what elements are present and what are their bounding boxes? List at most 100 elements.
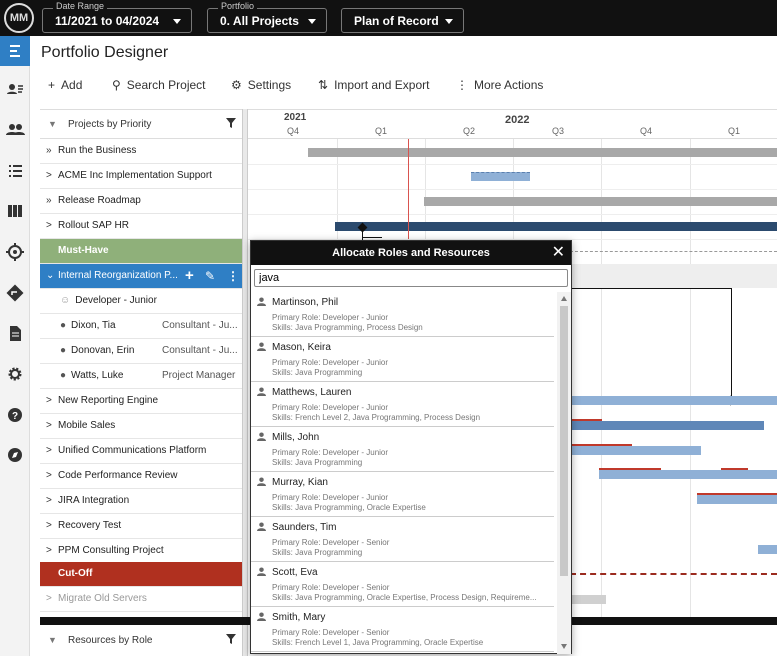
- expand-icon[interactable]: >: [46, 495, 52, 506]
- expand-icon[interactable]: >: [46, 220, 52, 231]
- expand-icon[interactable]: >: [46, 170, 52, 181]
- gear-icon[interactable]: [0, 359, 30, 389]
- person-list-item[interactable]: Martinson, Phil Primary Role: Developer …: [251, 292, 554, 337]
- gantt-bar[interactable]: [599, 470, 777, 479]
- target-icon[interactable]: [0, 237, 30, 267]
- portfolio-caption: Portfolio: [218, 1, 258, 11]
- filter-icon[interactable]: [225, 117, 237, 129]
- gantt-bar[interactable]: [758, 545, 777, 554]
- expand-icon[interactable]: >: [46, 445, 52, 456]
- add-resource-icon[interactable]: +: [185, 267, 194, 284]
- expand-icon[interactable]: >: [46, 520, 52, 531]
- row-divider: [248, 239, 777, 240]
- list-icon[interactable]: [0, 36, 30, 66]
- project-row[interactable]: > New Reporting Engine: [40, 389, 242, 414]
- person-icon: ●: [60, 370, 67, 381]
- directions-icon[interactable]: [0, 278, 30, 308]
- people-list: Martinson, Phil Primary Role: Developer …: [251, 292, 557, 654]
- settings-button[interactable]: ⚙ Settings: [231, 78, 292, 92]
- collapse-icon[interactable]: ▼: [48, 119, 57, 129]
- expand-icon[interactable]: »: [46, 195, 52, 206]
- gantt-bar[interactable]: [424, 197, 777, 206]
- project-row[interactable]: > Rollout SAP HR: [40, 214, 242, 239]
- people-icon[interactable]: [0, 115, 30, 145]
- compass-icon[interactable]: [0, 440, 30, 470]
- chevron-down-icon[interactable]: ⌄: [46, 270, 55, 281]
- quarter-gridline: [601, 139, 602, 617]
- list-scrollbar[interactable]: [557, 292, 571, 654]
- project-row[interactable]: » Run the Business: [40, 139, 242, 164]
- gantt-bar[interactable]: [471, 172, 530, 181]
- resource-row[interactable]: ● Donovan, Erin Consultant - Ju...: [40, 339, 242, 364]
- more-vertical-icon[interactable]: ⋮: [227, 269, 239, 283]
- search-project-button[interactable]: ⚲ Search Project: [112, 78, 206, 92]
- person-list-item[interactable]: Mills, John Primary Role: Developer - Ju…: [251, 427, 554, 472]
- resource-row[interactable]: ● Dixon, Tia Consultant - Ju...: [40, 314, 242, 339]
- person-icon: [257, 477, 266, 486]
- pane-splitter[interactable]: [242, 109, 248, 656]
- dependency-line: [731, 288, 732, 396]
- project-row[interactable]: > JIRA Integration: [40, 489, 242, 514]
- tasks-icon[interactable]: [0, 156, 30, 186]
- resource-row[interactable]: ☺ Developer - Junior: [40, 289, 242, 314]
- contact-card-icon[interactable]: [0, 74, 30, 104]
- expand-icon[interactable]: >: [46, 420, 52, 431]
- more-actions-button[interactable]: ⋮ More Actions: [456, 78, 544, 92]
- gantt-bar[interactable]: [697, 495, 777, 504]
- scroll-thumb[interactable]: [560, 306, 568, 576]
- expand-icon[interactable]: >: [46, 470, 52, 481]
- scroll-down-icon[interactable]: [561, 644, 567, 649]
- person-list-item[interactable]: Scott, Eva Primary Role: Developer - Sen…: [251, 562, 554, 607]
- quarter-label: Q4: [640, 126, 653, 136]
- person-list-item[interactable]: Saunders, Tim Primary Role: Developer - …: [251, 517, 554, 562]
- project-row[interactable]: » Release Roadmap: [40, 189, 242, 214]
- date-range-select[interactable]: Date Range 11/2021 to 04/2024: [42, 1, 192, 33]
- portfolio-select[interactable]: Portfolio 0. All Projects: [207, 1, 327, 33]
- project-row-selected[interactable]: ⌄ Internal Reorganization P... + ✎ ⋮: [40, 264, 242, 289]
- person-list-item[interactable]: Matthews, Lauren Primary Role: Developer…: [251, 382, 554, 427]
- project-row[interactable]: > Recovery Test: [40, 514, 242, 539]
- close-icon[interactable]: ✕: [551, 244, 565, 261]
- resource-search-input[interactable]: [254, 269, 568, 287]
- project-row[interactable]: > Migrate Old Servers: [40, 587, 242, 612]
- project-row[interactable]: > ACME Inc Implementation Support: [40, 164, 242, 189]
- top-bar: MM Date Range 11/2021 to 04/2024 Portfol…: [0, 0, 777, 36]
- filter-icon[interactable]: [225, 633, 237, 645]
- add-button[interactable]: + Add: [48, 78, 83, 92]
- person-list-item[interactable]: Smith, Mary Primary Role: Developer - Se…: [251, 607, 554, 652]
- document-icon[interactable]: [0, 318, 30, 348]
- help-icon[interactable]: ?: [0, 400, 30, 430]
- resource-row[interactable]: ● Watts, Luke Project Manager: [40, 364, 242, 389]
- project-row[interactable]: > PPM Consulting Project: [40, 539, 242, 564]
- person-icon: ●: [60, 345, 67, 356]
- expand-icon[interactable]: >: [46, 545, 52, 556]
- gantt-bar[interactable]: [570, 446, 701, 455]
- gantt-bar[interactable]: [570, 421, 764, 430]
- more-vertical-icon: ⋮: [456, 78, 468, 92]
- project-row[interactable]: > Unified Communications Platform: [40, 439, 242, 464]
- row-divider: [248, 164, 777, 165]
- chevron-down-icon: [445, 19, 453, 24]
- plan-select[interactable]: Plan of Record: [341, 8, 464, 33]
- edit-pencil-icon[interactable]: ✎: [205, 269, 216, 283]
- project-row[interactable]: > Mobile Sales: [40, 414, 242, 439]
- gantt-bar[interactable]: [570, 595, 606, 604]
- app-logo[interactable]: MM: [4, 3, 34, 33]
- gantt-bar[interactable]: [570, 396, 777, 405]
- person-list-item[interactable]: Mason, Keira Primary Role: Developer - J…: [251, 337, 554, 382]
- dependency-line: [362, 231, 363, 241]
- gantt-bar[interactable]: [335, 222, 777, 231]
- gantt-bar[interactable]: [308, 148, 777, 157]
- overallocation-marker: [721, 468, 748, 470]
- columns-icon[interactable]: [0, 196, 30, 226]
- expand-icon[interactable]: »: [46, 145, 52, 156]
- import-export-button[interactable]: ⇅ Import and Export: [318, 78, 430, 92]
- expand-icon[interactable]: >: [46, 395, 52, 406]
- scroll-up-icon[interactable]: [561, 296, 567, 301]
- person-outline-icon: ☺: [60, 295, 71, 306]
- expand-icon[interactable]: >: [46, 593, 52, 604]
- person-list-item[interactable]: Murray, Kian Primary Role: Developer - J…: [251, 472, 554, 517]
- collapse-icon[interactable]: ▼: [48, 635, 57, 645]
- project-row[interactable]: > Code Performance Review: [40, 464, 242, 489]
- grid-header-label: Projects by Priority: [68, 119, 152, 130]
